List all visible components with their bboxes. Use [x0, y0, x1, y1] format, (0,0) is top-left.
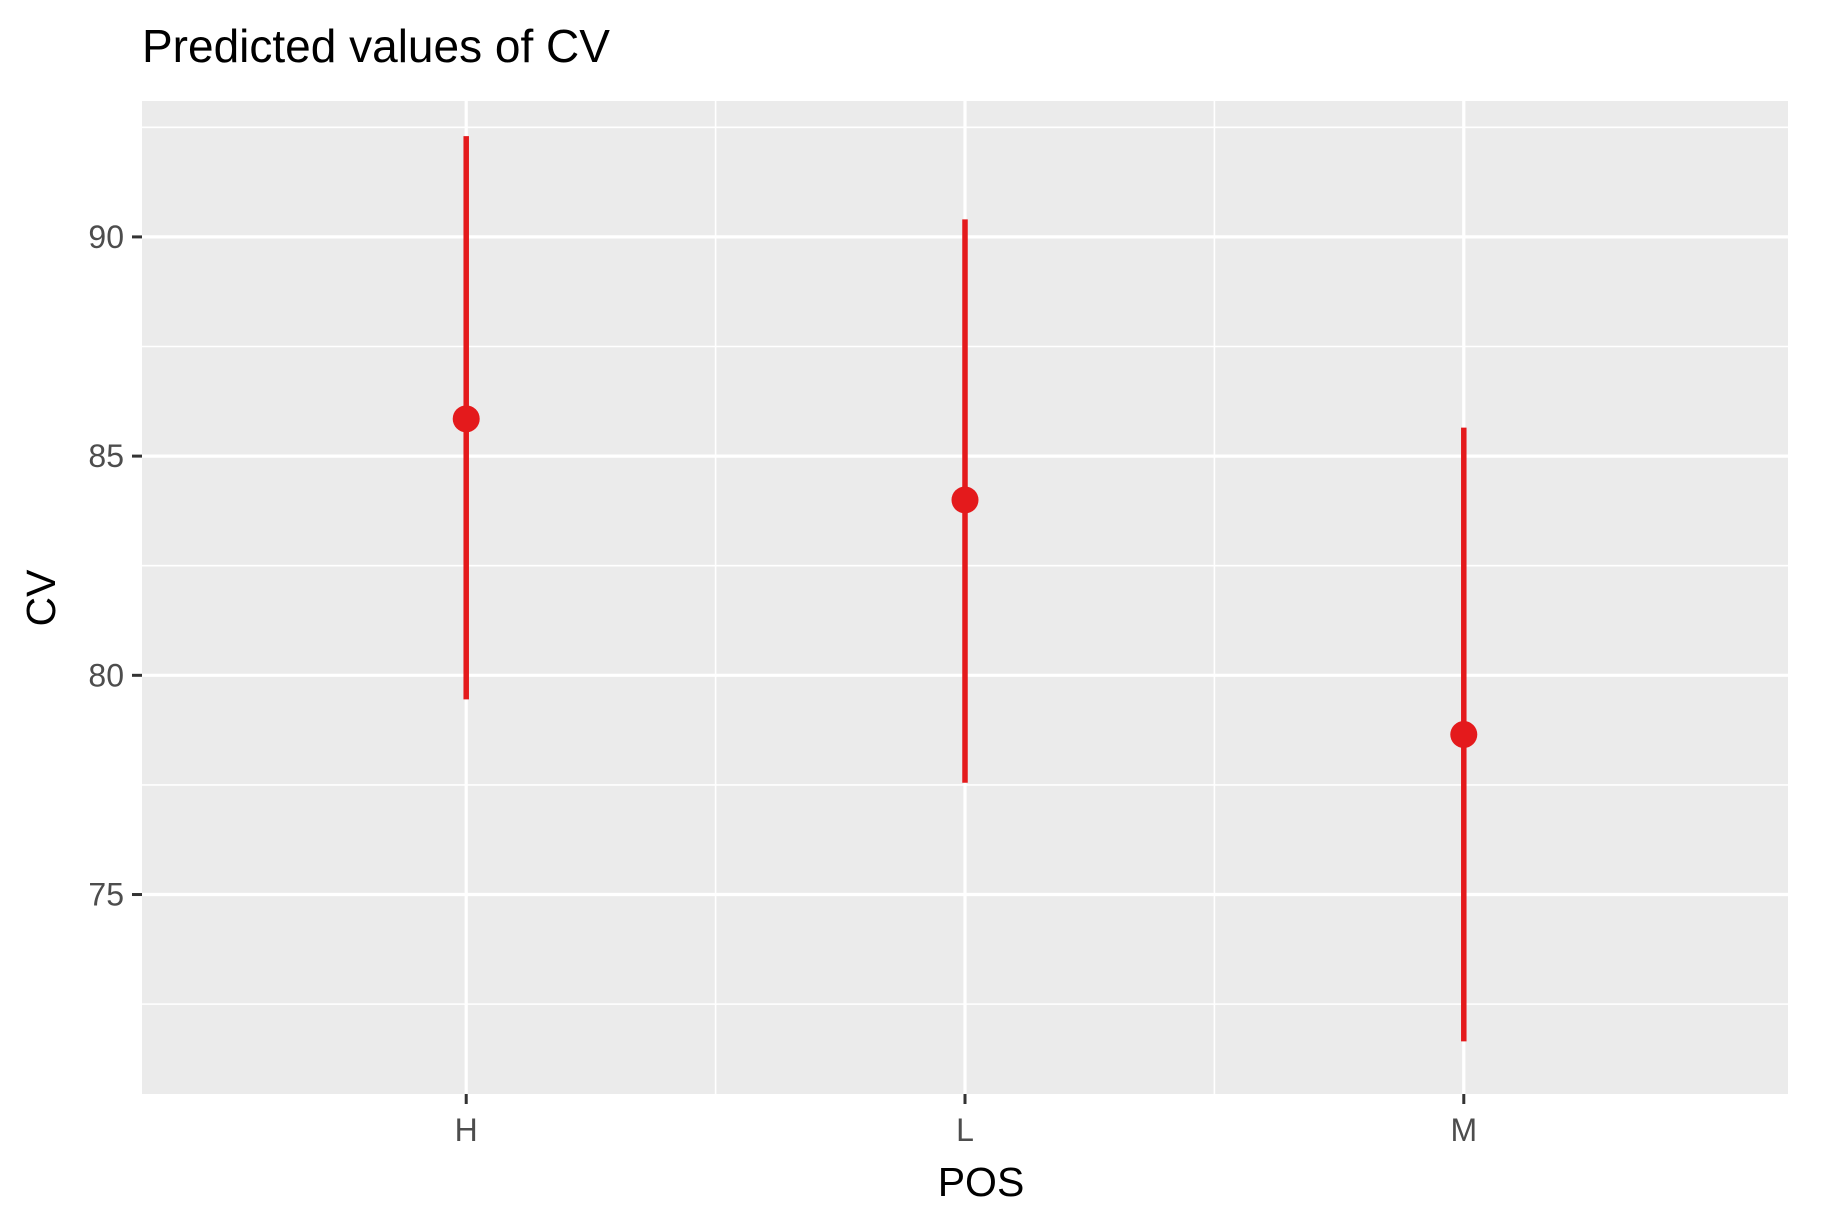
x-tick-label: L	[956, 1112, 974, 1148]
data-point	[951, 486, 979, 514]
data-marks	[452, 136, 1478, 1042]
data-point	[452, 405, 480, 433]
y-axis: 75 80 85 90	[88, 219, 142, 913]
x-tick-label: M	[1450, 1112, 1477, 1148]
y-tick-label: 75	[88, 877, 124, 913]
x-tick-label: H	[455, 1112, 478, 1148]
y-tick-label: 85	[88, 438, 124, 474]
chart-title: Predicted values of CV	[142, 20, 610, 72]
y-axis-title: CV	[18, 569, 64, 627]
y-tick-label: 90	[88, 219, 124, 255]
y-tick-label: 80	[88, 657, 124, 693]
data-point	[1450, 721, 1478, 749]
x-axis-title: POS	[938, 1159, 1025, 1205]
